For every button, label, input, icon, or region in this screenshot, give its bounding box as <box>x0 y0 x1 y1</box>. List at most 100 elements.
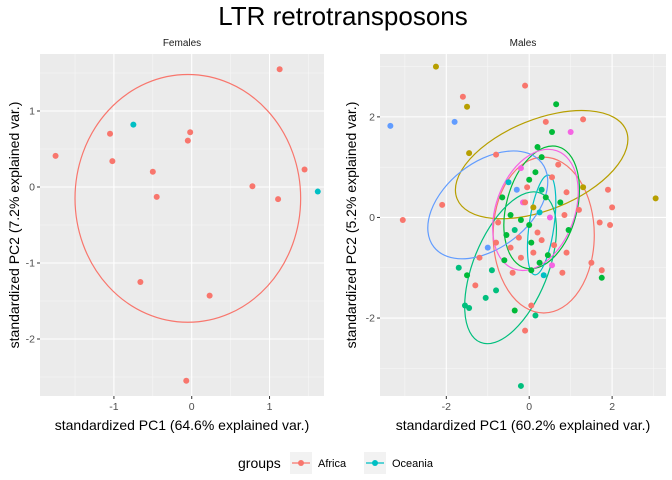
data-point <box>314 188 321 195</box>
y-axis-ticks: -2 0 2 <box>366 111 380 325</box>
data-point <box>534 229 541 236</box>
data-point <box>275 196 282 203</box>
legend: groups Africa Oceania <box>238 452 434 474</box>
data-point <box>580 184 587 191</box>
data-point <box>609 204 616 211</box>
legend-entry-africa: Africa <box>290 452 347 474</box>
data-point <box>495 219 502 226</box>
data-point <box>130 121 137 128</box>
data-point <box>149 168 156 175</box>
data-point <box>538 186 545 193</box>
data-point <box>565 227 572 234</box>
x-tick-label: 0 <box>526 401 532 413</box>
x-axis-label-females: standardized PC1 (64.6% explained var.) <box>55 417 309 433</box>
data-point <box>534 144 541 151</box>
data-point <box>455 264 462 271</box>
confidence-ellipse <box>464 191 558 345</box>
data-point <box>530 249 537 256</box>
x-tick-label: -1 <box>109 401 118 413</box>
data-point <box>524 184 531 191</box>
strip-background <box>380 35 666 51</box>
data-point <box>536 209 543 216</box>
data-point <box>493 239 500 246</box>
data-point <box>559 269 566 276</box>
data-point <box>607 222 614 228</box>
data-point <box>555 161 562 168</box>
points-layer <box>387 63 659 389</box>
data-point <box>493 151 500 158</box>
major-grid <box>40 54 324 396</box>
data-point <box>538 237 545 244</box>
data-point <box>540 272 547 279</box>
data-point <box>530 204 537 211</box>
data-point <box>528 302 535 309</box>
data-point <box>439 201 446 208</box>
data-point <box>511 227 518 234</box>
data-point <box>526 222 533 228</box>
data-point <box>187 129 194 136</box>
data-point <box>153 193 160 200</box>
data-point <box>563 189 570 196</box>
data-point <box>503 232 510 239</box>
data-point <box>499 194 506 201</box>
data-point <box>472 282 479 289</box>
data-point <box>482 294 489 301</box>
data-point <box>513 186 520 193</box>
data-point <box>557 199 564 206</box>
confidence-ellipse <box>427 150 549 260</box>
data-point <box>399 216 406 223</box>
legend-title: groups <box>238 455 281 471</box>
data-point <box>476 254 483 261</box>
data-point <box>466 304 473 311</box>
data-point <box>451 118 458 125</box>
data-point <box>515 234 522 241</box>
data-point <box>542 118 549 125</box>
x-tick-label: 1 <box>267 401 273 413</box>
data-point <box>536 259 543 266</box>
data-point <box>466 150 473 157</box>
data-point <box>604 186 611 193</box>
data-point <box>549 174 556 181</box>
data-point <box>107 130 114 137</box>
chart-title: LTR retrotransposons <box>218 1 468 31</box>
data-point <box>528 267 535 274</box>
panel-males: Males -2 0 2 -2 0 2 standardized PC1 (60.2% … <box>343 35 666 433</box>
data-point <box>464 272 471 279</box>
data-point <box>575 206 582 213</box>
x-tick-label: 2 <box>609 401 615 413</box>
data-point <box>561 211 568 218</box>
confidence-ellipse <box>454 109 629 220</box>
strip-background <box>40 35 324 51</box>
data-point <box>522 82 529 89</box>
data-point <box>509 269 516 276</box>
y-tick-label: 2 <box>369 111 375 123</box>
panel-females: Females -1 0 1 -2 -1 0 1 standardized PC1 (64… <box>6 35 324 433</box>
strip-label-males: Males <box>510 38 537 49</box>
legend-label-oceania: Oceania <box>392 458 434 470</box>
data-point <box>526 176 533 183</box>
legend-entry-oceania: Oceania <box>364 452 434 474</box>
data-point <box>484 244 491 251</box>
confidence-ellipse <box>503 145 580 270</box>
x-axis-ticks: -1 0 1 <box>109 396 273 413</box>
y-axis-label-males: standardized PC2 (5.2% explained var.) <box>343 102 359 349</box>
y-tick-label: 0 <box>29 182 35 194</box>
x-tick-label: -2 <box>442 401 451 413</box>
confidence-ellipse <box>492 148 579 272</box>
y-axis-ticks: -2 -1 0 1 <box>26 106 40 346</box>
data-point <box>505 179 512 186</box>
ellipses-layer <box>74 73 302 323</box>
y-tick-label: 0 <box>369 212 375 224</box>
data-point <box>567 128 574 135</box>
data-point <box>493 287 500 294</box>
data-point <box>549 128 556 135</box>
strip-label-females: Females <box>163 38 201 49</box>
data-point <box>301 166 308 173</box>
data-point <box>549 262 556 269</box>
data-point <box>580 116 587 123</box>
data-point <box>109 158 116 165</box>
points-layer <box>52 66 321 384</box>
data-point <box>553 101 560 108</box>
data-point <box>563 249 570 256</box>
